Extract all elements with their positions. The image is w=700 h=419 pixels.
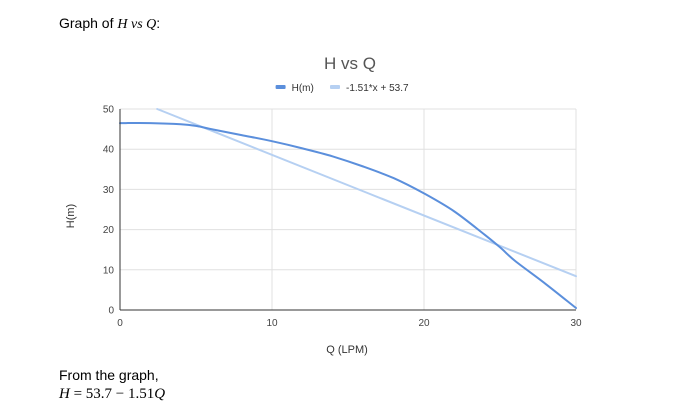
x-tick-label-0: 0 xyxy=(117,318,123,329)
equation-rest: = 53.7 − 1.51 xyxy=(69,386,155,402)
legend-swatch-1 xyxy=(275,85,286,89)
legend-swatch-2 xyxy=(330,85,340,89)
chart-container: H vs Q H(m) -1.51*x + 53.7 0 10 20 30 40 50 0 10… xyxy=(60,44,640,364)
chart-series xyxy=(119,108,577,309)
legend-label-2: -1.51*x + 53.7 xyxy=(346,83,409,94)
series-line-2 xyxy=(156,108,577,278)
y-tick-label-40: 40 xyxy=(103,145,115,156)
y-tick-label-30: 30 xyxy=(103,185,115,196)
intro-var-q: Q xyxy=(146,17,157,32)
chart-grid xyxy=(120,108,577,310)
y-axis-label: H(m) xyxy=(65,204,77,228)
chart-title: H vs Q xyxy=(324,54,376,73)
series-line-1 xyxy=(119,122,577,309)
hq-chart: H vs Q H(m) -1.51*x + 53.7 0 10 20 30 40 50 0 10… xyxy=(65,54,582,356)
x-tick-label-30: 30 xyxy=(570,318,582,329)
y-tick-label-50: 50 xyxy=(103,105,115,116)
intro-prefix: Graph of xyxy=(59,15,118,31)
intro-var-h: H xyxy=(117,17,128,32)
equation-lhs: H xyxy=(59,386,70,402)
y-tick-label-0: 0 xyxy=(108,306,114,317)
legend-label-1: H(m) xyxy=(292,83,314,94)
y-tick-label-10: 10 xyxy=(103,265,115,276)
y-tick-label-20: 20 xyxy=(103,225,115,236)
conclusion-text: From the graph, xyxy=(59,367,159,383)
intro-vs: vs xyxy=(127,17,147,32)
chart-axes: 0 10 20 30 40 50 0 10 20 30 xyxy=(103,105,582,330)
equation: H = 53.7 − 1.51Q xyxy=(59,384,165,404)
x-tick-label-10: 10 xyxy=(266,318,278,329)
intro-text: Graph of H vs Q: xyxy=(59,14,160,34)
chart-legend: H(m) -1.51*x + 53.7 xyxy=(275,83,409,94)
intro-suffix: : xyxy=(156,15,161,31)
equation-var: Q xyxy=(154,386,166,402)
x-tick-label-20: 20 xyxy=(418,318,430,329)
x-axis-label: Q (LPM) xyxy=(326,344,368,356)
